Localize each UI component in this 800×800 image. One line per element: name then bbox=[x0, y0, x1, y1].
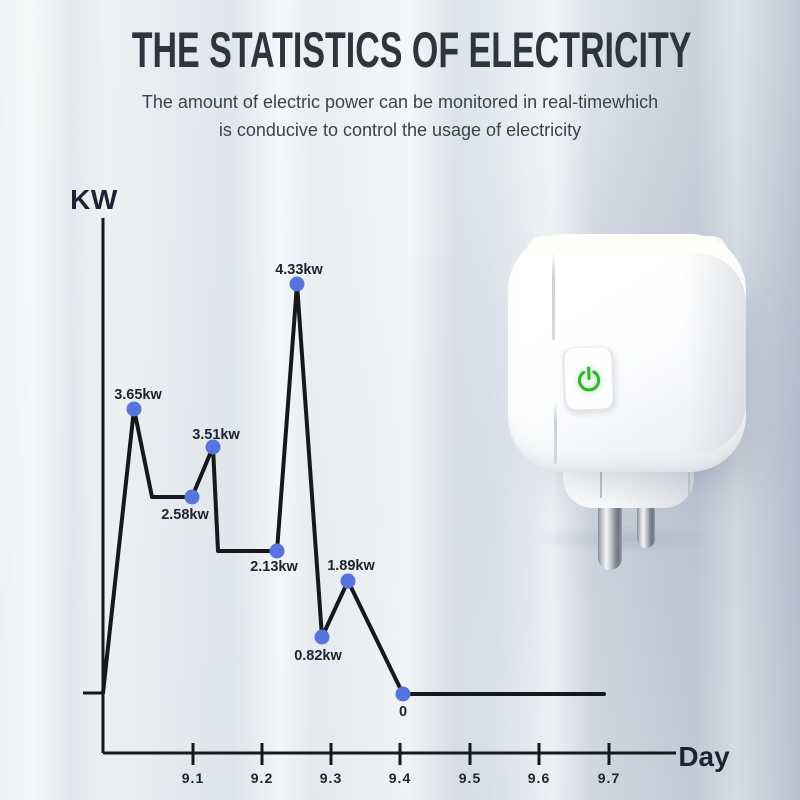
data-point-label: 4.33kw bbox=[275, 262, 323, 278]
plug-pin-left bbox=[598, 502, 622, 570]
axis-tick-label: 9.1 bbox=[182, 770, 204, 786]
data-point-2.13kw bbox=[269, 543, 285, 559]
plug-body bbox=[508, 234, 746, 472]
collar-seam-right bbox=[688, 454, 690, 498]
plug-front-seam-upper bbox=[552, 252, 555, 340]
data-point-0 bbox=[395, 686, 411, 702]
y-axis-label: KW bbox=[70, 184, 118, 215]
power-icon bbox=[577, 366, 600, 391]
plug-front-seam-lower bbox=[554, 402, 557, 464]
page-title-text: THE STATISTICS OF ELECTRICITY bbox=[131, 22, 692, 78]
data-point-3.51kw bbox=[205, 439, 221, 455]
data-point-label: 1.89kw bbox=[327, 558, 375, 574]
axis-tick-label: 9.2 bbox=[251, 770, 273, 786]
page-subtitle: The amount of electric power can be moni… bbox=[0, 88, 800, 144]
data-point-label: 0.82kw bbox=[294, 648, 342, 664]
power-line bbox=[101, 282, 606, 696]
data-point-label: 0 bbox=[399, 704, 407, 720]
power-button-panel bbox=[561, 345, 616, 412]
data-point-3.65kw bbox=[126, 401, 142, 417]
axis-tick-label: 9.3 bbox=[320, 770, 342, 786]
axis-tick-label: 9.5 bbox=[459, 770, 481, 786]
subtitle-line-1: The amount of electric power can be moni… bbox=[141, 92, 659, 112]
collar-seam-left bbox=[600, 454, 602, 498]
data-point-1.89kw bbox=[340, 573, 356, 589]
data-point-label: 2.13kw bbox=[250, 559, 298, 575]
data-point-label: 3.65kw bbox=[114, 387, 162, 403]
plug-shadow bbox=[524, 522, 728, 556]
axis-tick-label: 9.6 bbox=[528, 770, 550, 786]
subtitle-line-2: is conducive to control the usage of ele… bbox=[218, 120, 582, 140]
plug-pin-right bbox=[637, 502, 655, 548]
data-point-2.58kw bbox=[184, 489, 200, 505]
x-axis-label: Day bbox=[678, 741, 730, 772]
smart-plug bbox=[496, 222, 762, 578]
data-point-4.33kw bbox=[289, 276, 305, 292]
axis-tick-label: 9.7 bbox=[598, 770, 620, 786]
data-point-0.82kw bbox=[314, 629, 330, 645]
axis-tick-label: 9.4 bbox=[389, 770, 411, 786]
power-icon-arc bbox=[577, 370, 600, 391]
data-point-label: 2.58kw bbox=[161, 507, 209, 523]
page-title: THE STATISTICS OF ELECTRICITY bbox=[0, 20, 800, 80]
data-point-label: 3.51kw bbox=[192, 427, 240, 443]
